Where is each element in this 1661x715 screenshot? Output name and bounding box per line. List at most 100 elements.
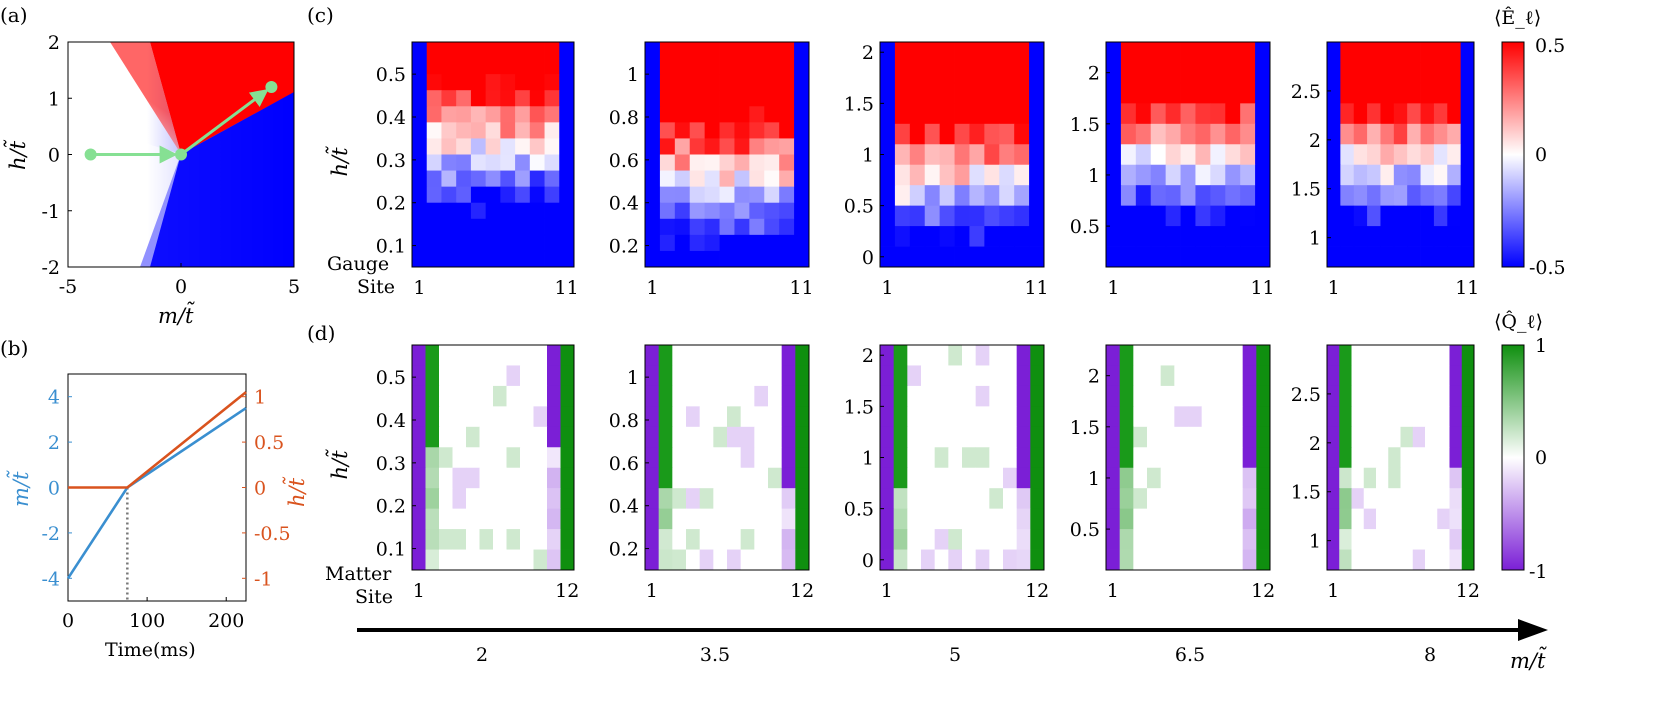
x-tick-label-last: 12: [790, 580, 814, 602]
heatmap-cell: [500, 218, 516, 236]
heatmap-cell: [719, 202, 735, 220]
x-tick-label: 200: [208, 610, 244, 632]
heatmap-cell: [1353, 205, 1368, 227]
heatmap-cell: [893, 549, 908, 571]
heatmap-cell: [1255, 185, 1271, 207]
heatmap-cell: [734, 122, 750, 139]
heatmap-cell: [1240, 164, 1256, 186]
y-tick-label: 0.6: [609, 453, 639, 475]
heatmap-cell: [426, 42, 442, 59]
heatmap-cell: [734, 42, 750, 59]
heatmap-cell: [506, 549, 521, 571]
y-tick-label: 0.1: [376, 539, 406, 561]
heatmap-cell: [1240, 226, 1256, 247]
heatmap-cell: [560, 529, 575, 550]
heatmap-cell: [1180, 185, 1196, 207]
heatmap-cell: [645, 467, 660, 489]
heatmap-cell: [1030, 426, 1045, 448]
heatmap-cell: [1388, 549, 1401, 571]
heatmap-cell: [1030, 406, 1045, 428]
heatmap-cell: [781, 385, 796, 407]
heatmap-cell: [439, 467, 453, 489]
heatmap-cell: [704, 218, 720, 236]
y-tick-label: 0: [862, 550, 874, 572]
heatmap-cell: [1380, 123, 1395, 145]
heatmap-cell: [485, 106, 501, 123]
heatmap-cell: [1188, 426, 1203, 448]
x-tick-label-last: 12: [1456, 580, 1480, 602]
heatmap-cell: [768, 385, 783, 407]
heatmap-cell: [1210, 144, 1226, 166]
heatmap-cell: [764, 106, 780, 123]
heatmap-cell: [559, 42, 575, 59]
heatmap-cell: [880, 62, 896, 84]
heatmap-cell: [560, 488, 575, 510]
heatmap-cell: [1160, 508, 1175, 530]
heatmap-cell: [544, 122, 560, 139]
heatmap-cell: [954, 42, 970, 63]
heatmap-cell: [713, 508, 728, 530]
heatmap-cell: [1460, 42, 1475, 63]
heatmap-cell: [1339, 508, 1352, 530]
heatmap-cell: [1225, 42, 1241, 63]
heatmap-cell: [727, 426, 742, 448]
heatmap-cell: [520, 385, 534, 407]
heatmap-cell: [479, 488, 494, 510]
heatmap-cell: [544, 90, 560, 107]
heatmap-cell: [493, 529, 507, 550]
panel-label-c: (c): [307, 3, 334, 27]
heatmap-cell: [779, 250, 795, 268]
heatmap-cell: [1119, 488, 1134, 510]
heatmap-cell: [456, 234, 472, 252]
heatmap-cell: [456, 138, 472, 155]
heatmap-cell: [1425, 529, 1438, 550]
heatmap-cell: [719, 74, 735, 91]
heatmap-cell: [426, 58, 442, 75]
y-tick-label: 2: [1309, 130, 1321, 152]
heatmap-cell: [439, 365, 453, 387]
heatmap-cell: [880, 185, 896, 207]
heatmap-cell: [1340, 205, 1355, 227]
heatmap-cell: [768, 549, 783, 571]
heatmap-cell: [1160, 345, 1175, 366]
heatmap-cell: [515, 58, 531, 75]
heatmap-cell: [1150, 62, 1167, 84]
heatmap-cell: [1014, 144, 1030, 166]
y-tick-label: 1.5: [1291, 482, 1321, 504]
heatmap-cell: [529, 154, 545, 171]
heatmap-cell: [658, 549, 673, 571]
left-tick-label: -2: [41, 523, 60, 545]
heatmap-cell: [1242, 529, 1257, 550]
y-tick-label: 0.2: [609, 236, 639, 258]
heatmap-cell: [412, 138, 428, 155]
heatmap-cell: [1003, 529, 1018, 550]
heatmap-cell: [1016, 447, 1031, 469]
heatmap-cell: [1412, 406, 1426, 428]
heatmap-cell: [1327, 529, 1340, 550]
panel-label-d: (d): [307, 321, 335, 345]
heatmap-cell: [975, 529, 990, 550]
heatmap-cell: [1242, 406, 1257, 428]
y-tick-label: 0.4: [609, 496, 639, 518]
heatmap-cell: [727, 447, 742, 469]
heatmap-cell: [559, 218, 575, 236]
heatmap-cell: [764, 90, 780, 107]
heatmap-cell: [754, 549, 769, 571]
heatmap-cell: [479, 365, 494, 387]
heatmap-cell: [412, 488, 426, 510]
heatmap-cell: [1165, 164, 1181, 186]
heatmap-cell: [1327, 205, 1341, 227]
heatmap-cell: [1420, 62, 1435, 84]
heatmap-cell: [529, 58, 545, 75]
heatmap-cell: [439, 406, 453, 428]
heatmap-cell: [1412, 529, 1426, 550]
heatmap-cell: [1147, 345, 1162, 366]
heatmap-cell: [1393, 123, 1408, 145]
heatmap-cell: [425, 488, 440, 510]
heatmap-cell: [1147, 406, 1162, 428]
heatmap-cell: [1180, 82, 1196, 104]
heatmap-cell: [1449, 345, 1463, 366]
heatmap-cell: [704, 186, 720, 204]
heatmap-cell: [999, 164, 1015, 186]
